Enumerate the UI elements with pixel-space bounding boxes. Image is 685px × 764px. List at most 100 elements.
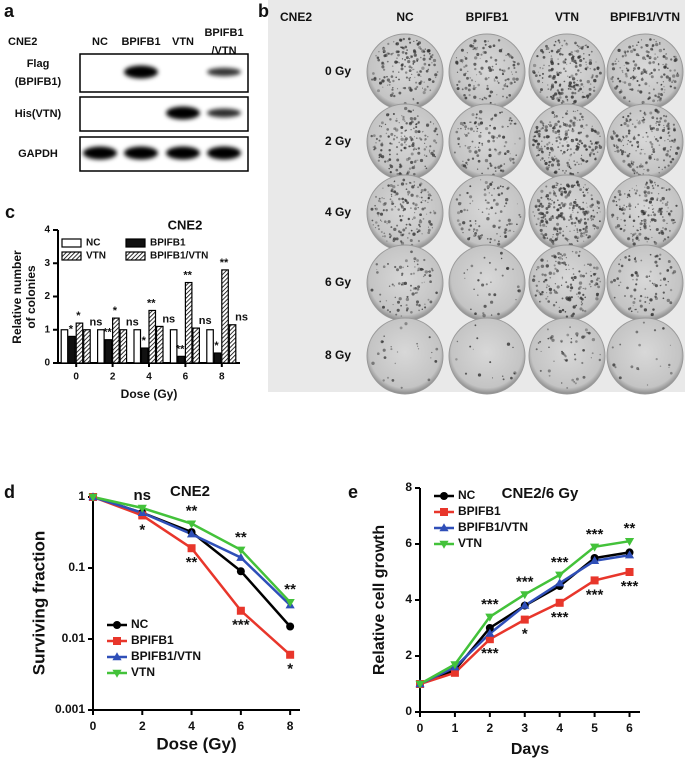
colony	[625, 75, 628, 78]
colony	[615, 204, 618, 207]
colony	[390, 208, 394, 211]
marker	[485, 624, 494, 632]
colony	[434, 127, 438, 131]
colony	[395, 119, 398, 123]
colony	[570, 314, 574, 318]
colony	[427, 63, 431, 67]
colony	[572, 273, 575, 275]
colony	[567, 129, 570, 131]
colony	[632, 278, 634, 281]
colony	[371, 361, 375, 365]
colony	[645, 199, 648, 202]
colony	[595, 61, 597, 63]
colony	[631, 187, 633, 189]
colony	[543, 279, 546, 282]
colony	[595, 297, 599, 301]
x-tick-label: 2	[486, 721, 493, 735]
colony	[382, 187, 384, 189]
colony	[376, 268, 378, 271]
colony	[577, 291, 581, 295]
colony	[535, 289, 539, 293]
colony	[468, 94, 471, 97]
colony	[419, 70, 422, 73]
colony	[456, 71, 459, 73]
colony	[474, 81, 476, 83]
colony	[477, 159, 481, 163]
colony	[545, 264, 549, 268]
colony	[407, 237, 409, 239]
colony	[646, 296, 649, 299]
colony	[634, 232, 637, 235]
colony	[659, 136, 663, 140]
colony	[610, 280, 614, 284]
colony	[627, 82, 632, 87]
colony	[590, 142, 593, 145]
colony	[483, 188, 487, 191]
colony	[512, 161, 515, 164]
colony	[391, 188, 393, 191]
colony	[629, 77, 632, 80]
colony	[636, 229, 639, 232]
colony	[575, 340, 578, 343]
colony	[509, 122, 512, 125]
colony	[656, 120, 658, 123]
colony	[397, 300, 400, 304]
colony	[635, 189, 639, 192]
colony	[630, 365, 634, 369]
colony	[654, 184, 657, 186]
colony	[488, 153, 492, 158]
colony	[490, 314, 493, 316]
colony	[548, 74, 552, 78]
colony	[569, 215, 572, 218]
colony	[636, 80, 639, 82]
colony	[636, 44, 638, 46]
colony	[623, 122, 627, 126]
colony	[550, 55, 553, 57]
colony	[416, 269, 419, 272]
colony	[658, 172, 660, 174]
colony	[575, 118, 577, 120]
colony	[579, 207, 582, 211]
colony	[410, 284, 412, 287]
colony	[630, 273, 634, 277]
colony	[511, 73, 513, 75]
colony	[466, 163, 469, 166]
colony	[549, 198, 552, 200]
colony	[486, 237, 489, 240]
colony	[475, 116, 478, 119]
colony	[424, 306, 427, 309]
colony	[384, 160, 387, 163]
colony	[637, 311, 639, 313]
colony	[569, 154, 572, 157]
colony	[554, 267, 557, 270]
colony	[579, 296, 583, 300]
colony	[422, 57, 426, 61]
colony	[596, 277, 599, 280]
colony	[554, 157, 558, 161]
legend-swatch	[61, 251, 82, 261]
colony	[408, 69, 412, 73]
colony	[433, 210, 435, 212]
colony	[404, 58, 406, 61]
colony	[428, 220, 432, 224]
colony	[558, 203, 561, 207]
colony	[545, 220, 548, 223]
colony	[531, 278, 536, 282]
colony	[627, 237, 630, 240]
colony	[557, 182, 559, 185]
colony	[578, 163, 580, 165]
colony	[398, 122, 400, 124]
colony	[469, 121, 471, 124]
colony	[537, 132, 541, 136]
colony	[415, 194, 419, 198]
colony	[467, 146, 471, 150]
colony	[668, 77, 671, 80]
colony	[675, 73, 680, 78]
colony	[592, 272, 596, 276]
colony	[417, 130, 421, 134]
colony	[584, 210, 588, 214]
significance: ns	[134, 487, 152, 504]
colony	[410, 250, 413, 254]
colony	[617, 48, 621, 53]
colony	[427, 378, 431, 382]
